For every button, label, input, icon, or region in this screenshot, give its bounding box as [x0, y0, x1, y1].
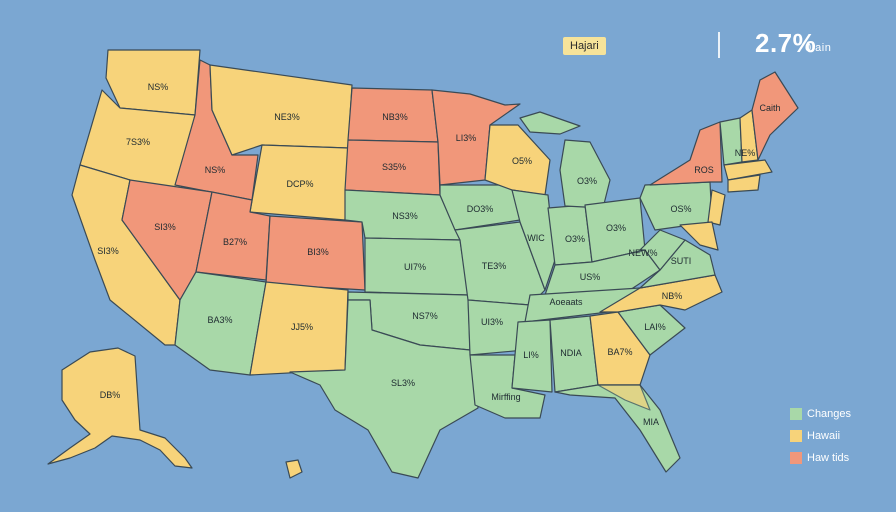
label-ak: DB%	[100, 390, 121, 400]
label-la: Mirffing	[491, 392, 520, 402]
label-nm: JJ5%	[291, 322, 313, 332]
state-il[interactable]	[511, 189, 556, 291]
headline-stat: 2.7% 0 ain	[755, 28, 831, 59]
state-fl[interactable]	[554, 384, 681, 473]
legend-swatch	[790, 430, 802, 442]
label-az: BA3%	[207, 315, 232, 325]
state-mi[interactable]	[559, 139, 611, 209]
label-vt: NE%	[735, 148, 756, 158]
legend-swatch	[790, 408, 802, 420]
state-mi-up[interactable]	[519, 111, 581, 135]
label-ga: BA7%	[607, 347, 632, 357]
label-va: SUTI	[671, 256, 692, 266]
label-wi: O5%	[512, 156, 532, 166]
state-ga[interactable]	[589, 311, 651, 386]
label-mo: TE3%	[482, 261, 507, 271]
state-hi[interactable]	[285, 459, 303, 479]
state-tx[interactable]	[289, 299, 479, 479]
headline-value: 2.7%	[755, 28, 817, 58]
state-wv[interactable]	[639, 229, 686, 271]
state-ak[interactable]	[47, 347, 193, 469]
label-wv: NEW%	[629, 248, 658, 258]
legend: Changes Hawaii Haw tids	[790, 403, 851, 469]
label-nv: SI3%	[154, 222, 176, 232]
label-ca: SI3%	[97, 246, 119, 256]
label-tx: SL3%	[391, 378, 415, 388]
label-fl: MIA	[643, 417, 659, 427]
label-id: NS%	[205, 165, 226, 175]
state-ny[interactable]	[649, 121, 723, 186]
label-pa: OS%	[670, 204, 691, 214]
state-ms[interactable]	[511, 319, 553, 393]
legend-swatch	[790, 452, 802, 464]
label-wa: NS%	[148, 82, 169, 92]
label-ok: NS7%	[412, 311, 438, 321]
label-or: 7S3%	[126, 137, 150, 147]
label-mt: NE3%	[274, 112, 300, 122]
label-ks: UI7%	[404, 262, 426, 272]
label-wy: DCP%	[286, 179, 313, 189]
label-il: WIC	[527, 233, 545, 243]
label-sd: S35%	[382, 162, 406, 172]
label-ia: DO3%	[467, 204, 494, 214]
header-divider	[718, 32, 720, 58]
headline-sub: 0 ain	[805, 42, 832, 54]
state-va[interactable]	[639, 239, 716, 289]
state-ct[interactable]	[727, 174, 761, 193]
label-ky: US%	[580, 272, 601, 282]
legend-item: Hawaii	[790, 425, 851, 447]
label-ms: LI%	[523, 350, 539, 360]
legend-item: Changes	[790, 403, 851, 425]
label-ny: ROS	[694, 165, 714, 175]
label-ar: UI3%	[481, 317, 503, 327]
state-mt[interactable]	[209, 64, 353, 156]
legend-label: Changes	[807, 408, 852, 420]
label-sc: LAI%	[644, 322, 666, 332]
header-tag: Hajari	[563, 37, 606, 55]
legend-label: Haw tids	[807, 452, 850, 464]
label-al: NDIA	[560, 348, 582, 358]
label-me: Caith	[759, 103, 780, 113]
label-mi: O3%	[577, 176, 597, 186]
label-ne: NS3%	[392, 211, 418, 221]
legend-label: Hawaii	[807, 430, 841, 442]
label-mn: LI3%	[456, 133, 477, 143]
label-nd: NB3%	[382, 112, 408, 122]
label-tn: Aoeaats	[549, 297, 583, 307]
state-ma[interactable]	[723, 159, 773, 181]
state-md[interactable]	[679, 221, 719, 251]
label-oh: O3%	[606, 223, 626, 233]
fl-highlight	[597, 384, 651, 411]
state-nj[interactable]	[707, 189, 726, 226]
label-nc: NB%	[662, 291, 683, 301]
label-ut: B27%	[223, 237, 247, 247]
state-me[interactable]	[751, 71, 799, 161]
label-in: O3%	[565, 234, 585, 244]
legend-item: Haw tids	[790, 447, 851, 469]
label-co: BI3%	[307, 247, 329, 257]
